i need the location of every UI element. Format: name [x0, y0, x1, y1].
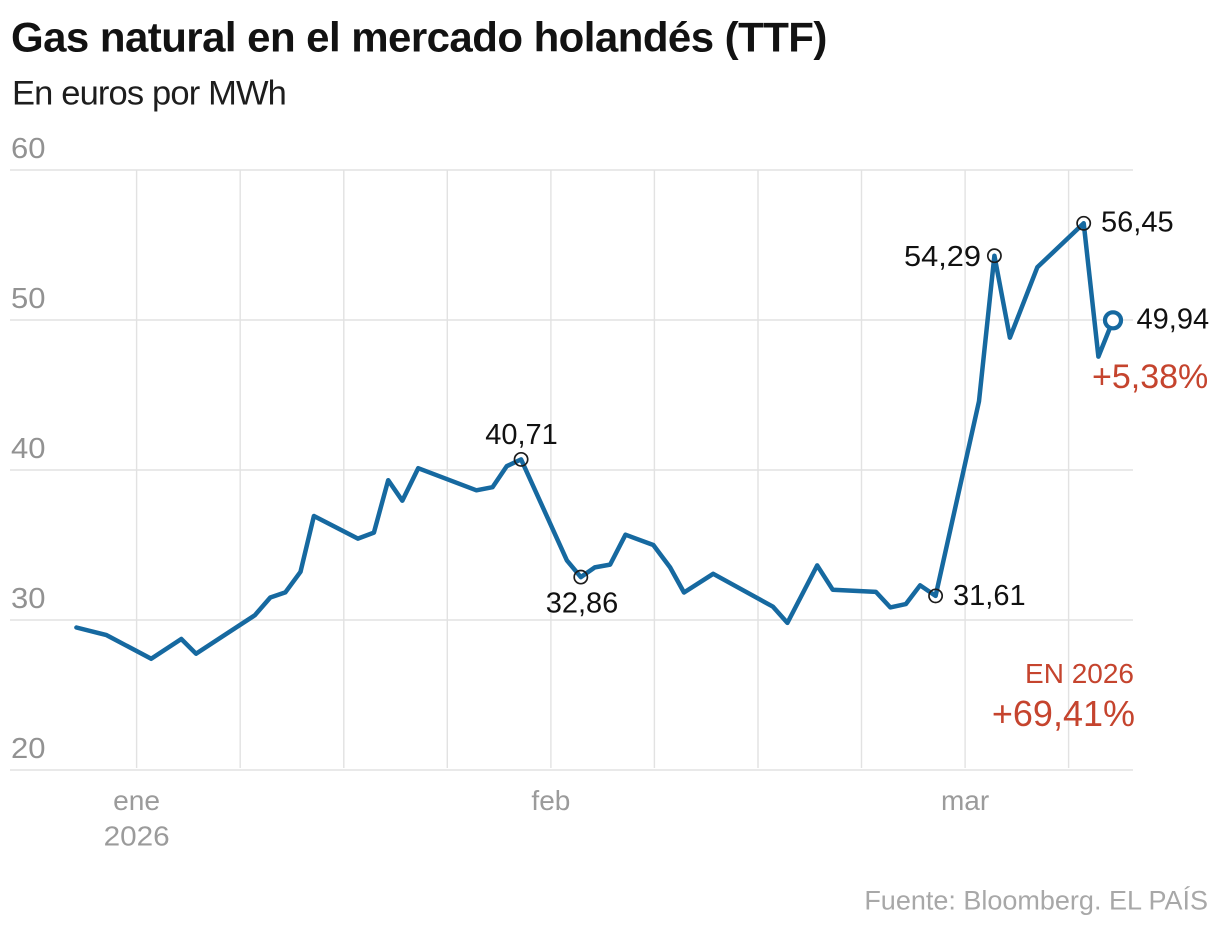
svg-text:54,29: 54,29 — [904, 241, 981, 273]
svg-text:40: 40 — [11, 433, 46, 465]
svg-text:+69,41%: +69,41% — [992, 693, 1135, 734]
svg-text:En euros por MWh: En euros por MWh — [12, 75, 286, 113]
svg-text:feb: feb — [531, 785, 570, 816]
svg-text:20: 20 — [11, 733, 46, 765]
svg-text:32,86: 32,86 — [546, 588, 619, 620]
svg-text:Gas natural en el mercado hola: Gas natural en el mercado holandés (TTF) — [11, 14, 827, 61]
svg-text:31,61: 31,61 — [953, 580, 1026, 612]
svg-text:40,71: 40,71 — [485, 419, 558, 451]
svg-text:50: 50 — [11, 283, 46, 315]
svg-text:mar: mar — [941, 785, 989, 816]
svg-text:+5,38%: +5,38% — [1092, 358, 1208, 396]
svg-text:60: 60 — [11, 133, 46, 165]
svg-text:2026: 2026 — [104, 821, 170, 852]
svg-text:30: 30 — [11, 583, 46, 615]
svg-text:Fuente: Bloomberg. EL PAÍS: Fuente: Bloomberg. EL PAÍS — [864, 886, 1208, 916]
svg-text:ene: ene — [113, 785, 160, 816]
svg-text:EN 2026: EN 2026 — [1025, 658, 1134, 689]
svg-text:49,94: 49,94 — [1137, 304, 1210, 336]
svg-text:56,45: 56,45 — [1101, 206, 1174, 238]
